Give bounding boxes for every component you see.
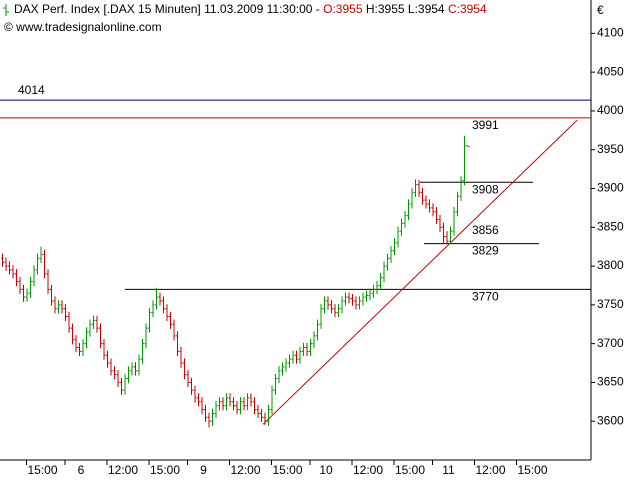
header-part: O:3955	[323, 2, 363, 16]
x-tick-label: 6	[78, 463, 85, 477]
x-tick-label: 15:00	[150, 463, 180, 477]
x-tick-label: 15:00	[272, 463, 302, 477]
x-tick-label: 15:00	[517, 463, 547, 477]
y-tick-label: 3850	[597, 219, 624, 233]
level-label: 3908	[472, 182, 499, 196]
x-tick-label: 15:00	[395, 463, 425, 477]
level-label: 4014	[18, 83, 45, 97]
x-tick-label: 12:00	[230, 463, 260, 477]
header-part: C:3954	[448, 2, 487, 16]
y-tick-label: 3600	[597, 413, 624, 427]
annotation: 3856	[472, 223, 499, 237]
x-tick-label: 9	[200, 463, 207, 477]
level-label: 3991	[472, 118, 499, 132]
y-tick-label: 4000	[597, 103, 624, 117]
y-tick-label: 3950	[597, 142, 624, 156]
header-icon	[3, 4, 9, 16]
x-tick-label: 12:00	[353, 463, 383, 477]
currency: €	[597, 3, 604, 17]
y-tick-label: 4100	[597, 26, 624, 40]
header-part: -	[316, 2, 320, 16]
trendline	[262, 119, 578, 425]
level-label: 3770	[472, 290, 499, 304]
header-part: DAX Perf. Index [.DAX 15 Minuten]	[14, 2, 201, 16]
y-tick-label: 3650	[597, 375, 624, 389]
source: © www.tradesignalonline.com	[4, 20, 162, 34]
x-tick-label: 11	[442, 463, 455, 477]
header-part: 11.03.2009 11:30:00	[204, 2, 313, 16]
header: DAX Perf. Index [.DAX 15 Minuten] 11.03.…	[14, 2, 487, 16]
y-tick-label: 4050	[597, 64, 624, 78]
y-tick-label: 3700	[597, 336, 624, 350]
header-part: L:3954	[408, 2, 445, 16]
y-tick-label: 3800	[597, 258, 624, 272]
x-tick-label: 15:00	[27, 463, 57, 477]
header-part: H:3955	[366, 2, 405, 16]
x-tick-label: 12:00	[108, 463, 138, 477]
x-tick-label: 12:00	[475, 463, 505, 477]
y-tick-label: 3900	[597, 181, 624, 195]
y-tick-label: 3750	[597, 297, 624, 311]
x-tick-label: 10	[319, 463, 333, 477]
level-label: 3829	[472, 244, 499, 258]
